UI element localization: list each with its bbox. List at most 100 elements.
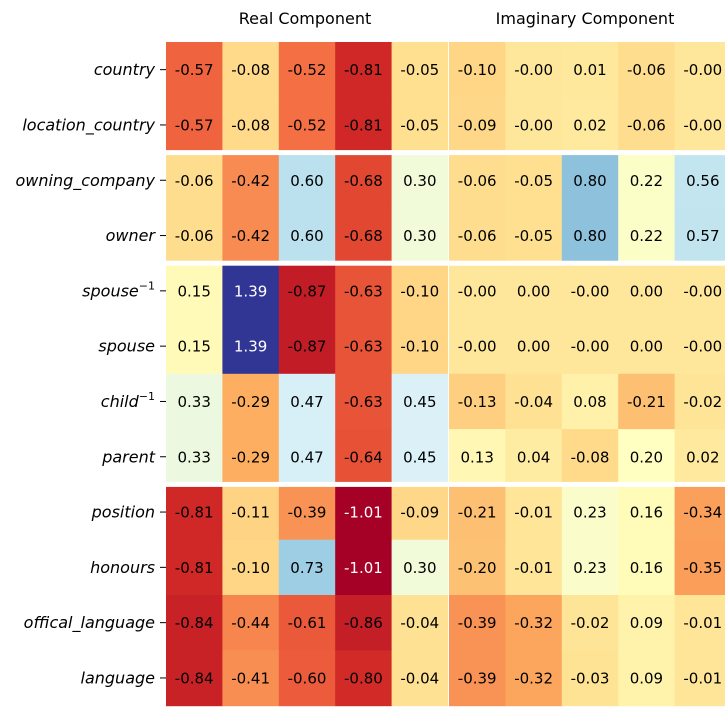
cell-value-label: -0.05	[514, 227, 553, 245]
heatmap-cell	[561, 650, 619, 707]
cell-value-label: -0.00	[683, 282, 722, 300]
cell-value-label: 0.33	[177, 393, 210, 411]
cell-value-label: 0.09	[630, 669, 663, 687]
cell-value-label: 0.47	[290, 393, 323, 411]
group-separator	[166, 260, 725, 266]
cell-value-label: -0.00	[683, 338, 722, 356]
heatmap-cell	[674, 373, 725, 430]
heatmap-cell	[278, 97, 336, 154]
heatmap-cell	[561, 539, 619, 596]
cell-value-label: 0.45	[403, 393, 436, 411]
heatmap-cell	[222, 373, 280, 430]
cell-value-label: -1.01	[344, 504, 383, 522]
cell-value-label: 0.60	[290, 227, 323, 245]
cell-value-label: 0.56	[686, 172, 719, 190]
cell-value-label: 0.33	[177, 448, 210, 466]
cell-value-label: 1.39	[234, 338, 267, 356]
heatmap-cell	[166, 650, 223, 707]
heatmap-cell	[278, 207, 336, 264]
heatmap-cell	[166, 42, 223, 98]
cell-value-label: -0.32	[514, 669, 553, 687]
heatmap-cell	[335, 263, 393, 320]
heatmap-cell	[505, 484, 563, 541]
cell-value-label: -0.21	[627, 393, 666, 411]
cell-value-label: -0.81	[175, 504, 214, 522]
cell-value-label: -0.39	[288, 504, 327, 522]
cell-value-label: -0.34	[683, 504, 722, 522]
cell-value-label: -0.00	[458, 282, 497, 300]
heatmap-cell	[674, 263, 725, 320]
cell-value-label: -0.39	[458, 669, 497, 687]
heatmap-cell	[505, 595, 563, 651]
cell-value-label: -0.02	[683, 393, 722, 411]
heatmap-cell	[674, 429, 725, 485]
heatmap-cell	[335, 595, 393, 651]
heatmap-cell	[618, 484, 676, 541]
cell-value-label: 0.22	[630, 227, 663, 245]
heatmap-cell	[222, 429, 280, 485]
heatmap-cell	[166, 207, 223, 264]
heatmap-cell	[222, 97, 280, 154]
heatmap-cell	[335, 152, 393, 209]
cell-value-label: -0.04	[400, 614, 439, 632]
heatmap-cell	[391, 650, 449, 707]
cell-value-label: -0.05	[400, 116, 439, 134]
heatmap-cell	[449, 97, 506, 154]
cell-value-label: 0.02	[686, 448, 719, 466]
heatmap-cell	[618, 263, 676, 320]
cell-value-label: -0.29	[231, 448, 270, 466]
heatmap-cell	[391, 484, 449, 541]
cell-value-label: 0.09	[630, 614, 663, 632]
heatmap-cell	[278, 429, 336, 485]
cell-value-label: 0.00	[517, 338, 550, 356]
heatmap-cell	[278, 152, 336, 209]
cell-value-label: -0.00	[514, 116, 553, 134]
cell-value-label: -0.08	[571, 448, 610, 466]
cell-value-label: 0.22	[630, 172, 663, 190]
heatmap-cell	[674, 650, 725, 707]
heatmap-cell	[391, 318, 449, 375]
heatmap-cell	[166, 152, 223, 209]
heatmap-cell	[449, 595, 506, 651]
heatmap-cell	[618, 539, 676, 596]
cell-value-label: -0.10	[400, 282, 439, 300]
heatmap-cell	[561, 484, 619, 541]
row-label: parent	[101, 447, 156, 466]
heatmap-cell	[222, 263, 280, 320]
panel-separator	[448, 41, 449, 707]
heatmap-cell	[674, 207, 725, 264]
heatmap-cell	[449, 318, 506, 375]
heatmap-cell	[449, 263, 506, 320]
cell-value-label: 1.39	[234, 282, 267, 300]
heatmap-cell	[561, 97, 619, 154]
heatmap-cell	[222, 650, 280, 707]
heatmap-cell	[674, 539, 725, 596]
cell-value-label: 0.02	[573, 116, 606, 134]
cell-value-label: -0.03	[571, 669, 610, 687]
heatmap-cell	[166, 97, 223, 154]
heatmap-cell	[278, 595, 336, 651]
cell-value-label: -0.42	[231, 227, 270, 245]
row-labels: country location_country owning_companyown…	[16, 60, 166, 687]
cell-value-label: -0.08	[231, 116, 270, 134]
heatmap-cell	[391, 429, 449, 485]
cell-value-label: 0.00	[630, 282, 663, 300]
cell-value-label: -0.84	[175, 614, 214, 632]
cell-value-label: -0.64	[344, 448, 383, 466]
row-label: country	[94, 60, 156, 79]
heatmap-cell	[222, 484, 280, 541]
panel-title-real: Real Component	[239, 9, 371, 28]
cell-value-label: -0.10	[400, 338, 439, 356]
heatmap-cell	[618, 152, 676, 209]
row-label: location_country	[22, 115, 155, 135]
cell-value-label: -0.81	[344, 61, 383, 79]
row-label: owning_company	[16, 171, 156, 191]
heatmap-cell	[391, 207, 449, 264]
heatmap-cell	[222, 539, 280, 596]
cell-value-label: -0.52	[288, 116, 327, 134]
cell-value-label: -0.84	[175, 669, 214, 687]
cell-value-label: 0.20	[630, 448, 663, 466]
heatmap-cell	[335, 650, 393, 707]
panel-title-imaginary: Imaginary Component	[496, 9, 675, 28]
heatmap-cell	[674, 97, 725, 154]
